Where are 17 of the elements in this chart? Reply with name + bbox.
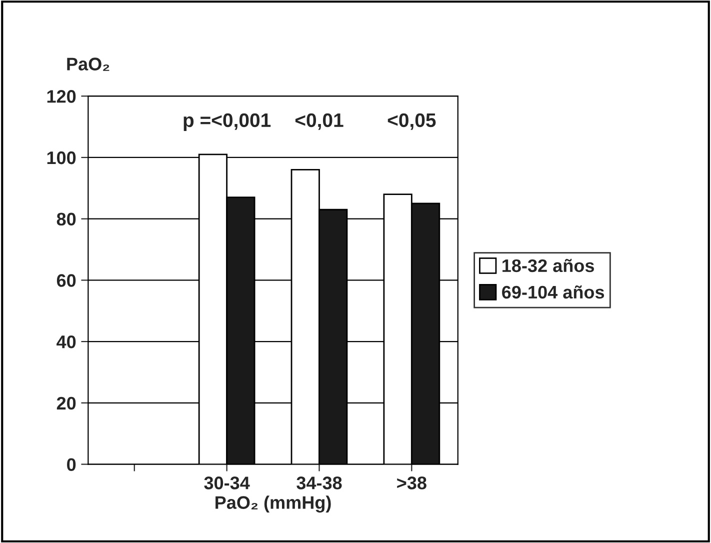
y-tick-label: 80 — [56, 212, 76, 226]
y-tick-label: 0 — [67, 458, 76, 471]
x-tick-label: 30-34 — [204, 476, 250, 490]
y-tick-label: 100 — [47, 151, 76, 164]
annotation: p =<0,001 — [184, 113, 271, 131]
y-tick-label: 120 — [47, 90, 76, 103]
legend-label: 69-104 años — [502, 285, 604, 299]
x-tick-label: >38 — [397, 476, 426, 490]
y-tick-label: 20 — [56, 396, 76, 410]
annotation: <0,01 — [295, 113, 344, 130]
y-axis-title: PaO₂ — [67, 58, 110, 71]
x-tick-label: 34-38 — [296, 476, 342, 490]
annotation: <0,05 — [388, 113, 436, 130]
legend-label: 18-32 años — [502, 258, 594, 272]
y-tick-label: 40 — [56, 335, 76, 348]
x-axis-title: PaO₂ (mmHg) — [216, 496, 331, 513]
y-tick-label: 60 — [56, 274, 76, 287]
